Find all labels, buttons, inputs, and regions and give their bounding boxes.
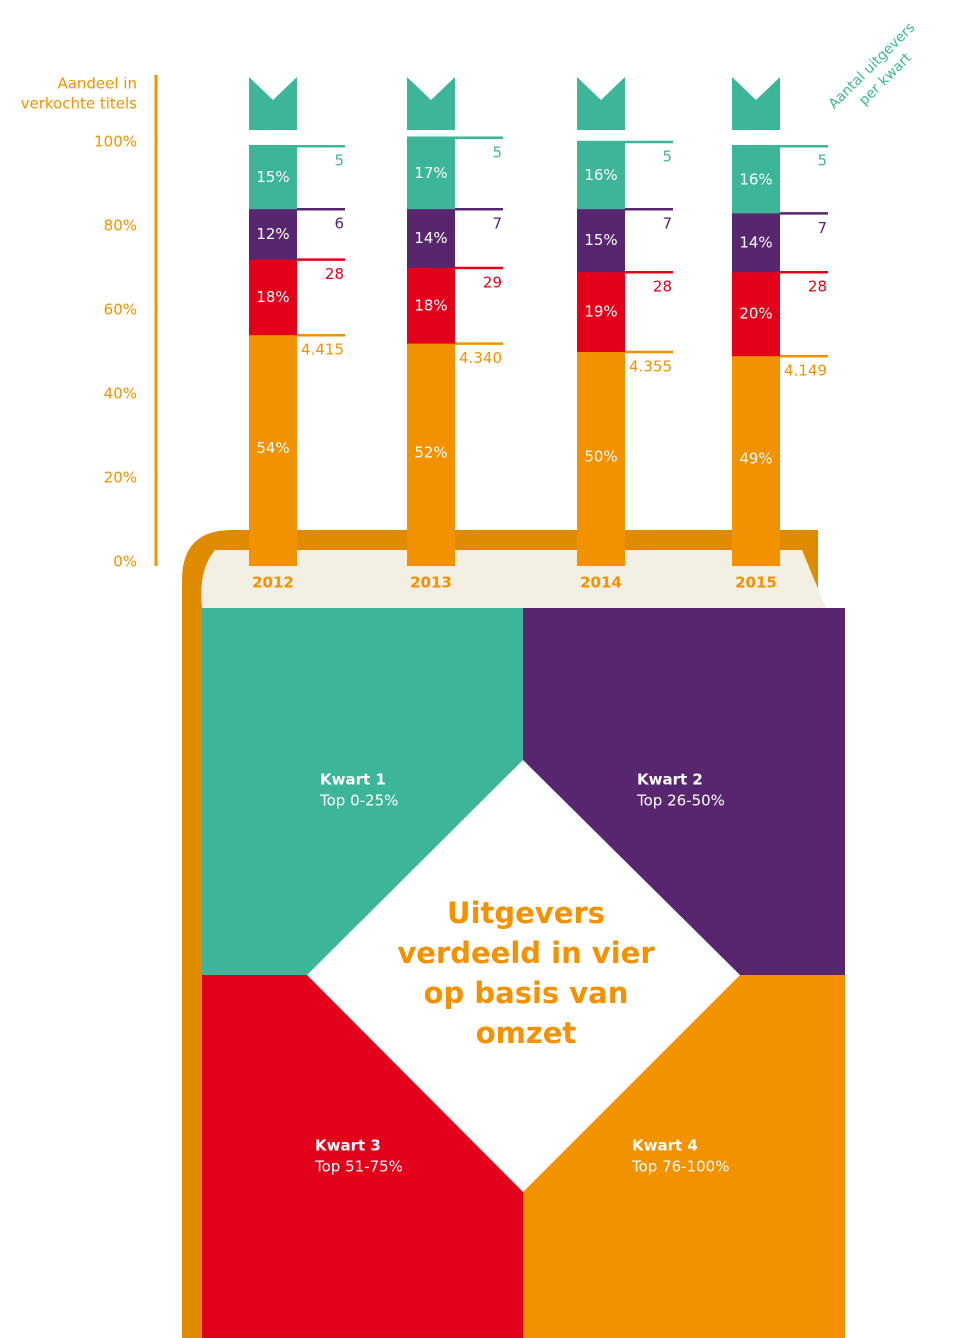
count-label: 7 <box>817 219 827 237</box>
bar-segment <box>407 137 455 210</box>
count-label: 29 <box>483 274 502 292</box>
ribbon <box>407 77 455 130</box>
x-tick-label: 2013 <box>410 574 452 592</box>
bar-segment <box>249 209 297 260</box>
bar-segment <box>732 213 780 273</box>
value-label: 19% <box>584 303 617 321</box>
value-label: 15% <box>584 231 617 249</box>
count-label: 4.340 <box>459 349 502 367</box>
value-label: 52% <box>414 443 447 461</box>
count-label: 28 <box>653 278 672 296</box>
count-label: 7 <box>662 215 672 233</box>
value-label: 15% <box>256 168 289 186</box>
count-label: 4.149 <box>784 362 827 380</box>
bar-segment <box>732 146 780 214</box>
legend-name: Kwart 2 <box>637 771 703 789</box>
count-label: 5 <box>662 148 672 166</box>
diamond <box>307 760 740 1192</box>
bar-segment <box>407 343 455 566</box>
y-tick-label: 60% <box>104 301 137 319</box>
x-tick-label: 2012 <box>252 574 294 592</box>
count-label: 5 <box>492 143 502 161</box>
x-tick-label: 2015 <box>735 574 777 592</box>
bar-segment <box>249 259 297 336</box>
bar-segment <box>407 268 455 344</box>
legend-description: Top 0-25% <box>319 792 398 810</box>
value-label: 49% <box>739 450 772 468</box>
count-label: 5 <box>817 152 827 170</box>
count-label: 6 <box>334 215 344 233</box>
bar-segment <box>732 356 780 566</box>
value-label: 18% <box>414 296 447 314</box>
bar-segment <box>249 146 297 210</box>
legend-name: Kwart 1 <box>320 771 386 789</box>
bar-segment <box>577 142 625 210</box>
bar-segment <box>407 209 455 268</box>
value-label: 50% <box>584 448 617 466</box>
count-label: 28 <box>808 278 827 296</box>
bar-segment <box>249 335 297 566</box>
value-label: 20% <box>739 305 772 323</box>
x-tick-label: 2014 <box>580 574 622 592</box>
legend-name: Kwart 4 <box>632 1137 698 1155</box>
legend-name: Kwart 3 <box>315 1137 381 1155</box>
y-axis-label: verkochte titels <box>21 95 138 113</box>
ribbon <box>249 77 297 130</box>
chart-title: verdeeld in vier <box>397 936 655 970</box>
y-axis-label: Aandeel in <box>57 75 137 93</box>
chart-title: Uitgevers <box>447 896 605 930</box>
chart-title: op basis van <box>424 976 629 1010</box>
count-label: 7 <box>492 215 502 233</box>
bar-segment <box>577 352 625 566</box>
value-label: 17% <box>414 164 447 182</box>
ribbon <box>732 77 780 130</box>
ribbon <box>577 77 625 130</box>
value-label: 16% <box>584 166 617 184</box>
value-label: 16% <box>739 170 772 188</box>
value-label: 18% <box>256 288 289 306</box>
y-tick-label: 0% <box>113 553 137 571</box>
y-tick-label: 20% <box>104 469 137 487</box>
value-label: 54% <box>256 439 289 457</box>
y-tick-label: 80% <box>104 217 137 235</box>
legend-description: Top 76-100% <box>631 1158 729 1176</box>
value-label: 12% <box>256 225 289 243</box>
legend-description: Top 51-75% <box>314 1158 403 1176</box>
bar-segment <box>577 272 625 352</box>
count-label: 4.415 <box>301 341 344 359</box>
value-label: 14% <box>739 233 772 251</box>
y-tick-label: 40% <box>104 385 137 403</box>
book-pages <box>201 550 826 608</box>
bar-segment <box>577 209 625 273</box>
count-label: 4.355 <box>629 358 672 376</box>
y-tick-label: 100% <box>94 133 137 151</box>
count-label: 5 <box>334 152 344 170</box>
chart-title: omzet <box>476 1016 577 1050</box>
value-label: 14% <box>414 229 447 247</box>
legend-description: Top 26-50% <box>636 792 725 810</box>
count-label: 28 <box>325 265 344 283</box>
bar-segment <box>732 272 780 357</box>
